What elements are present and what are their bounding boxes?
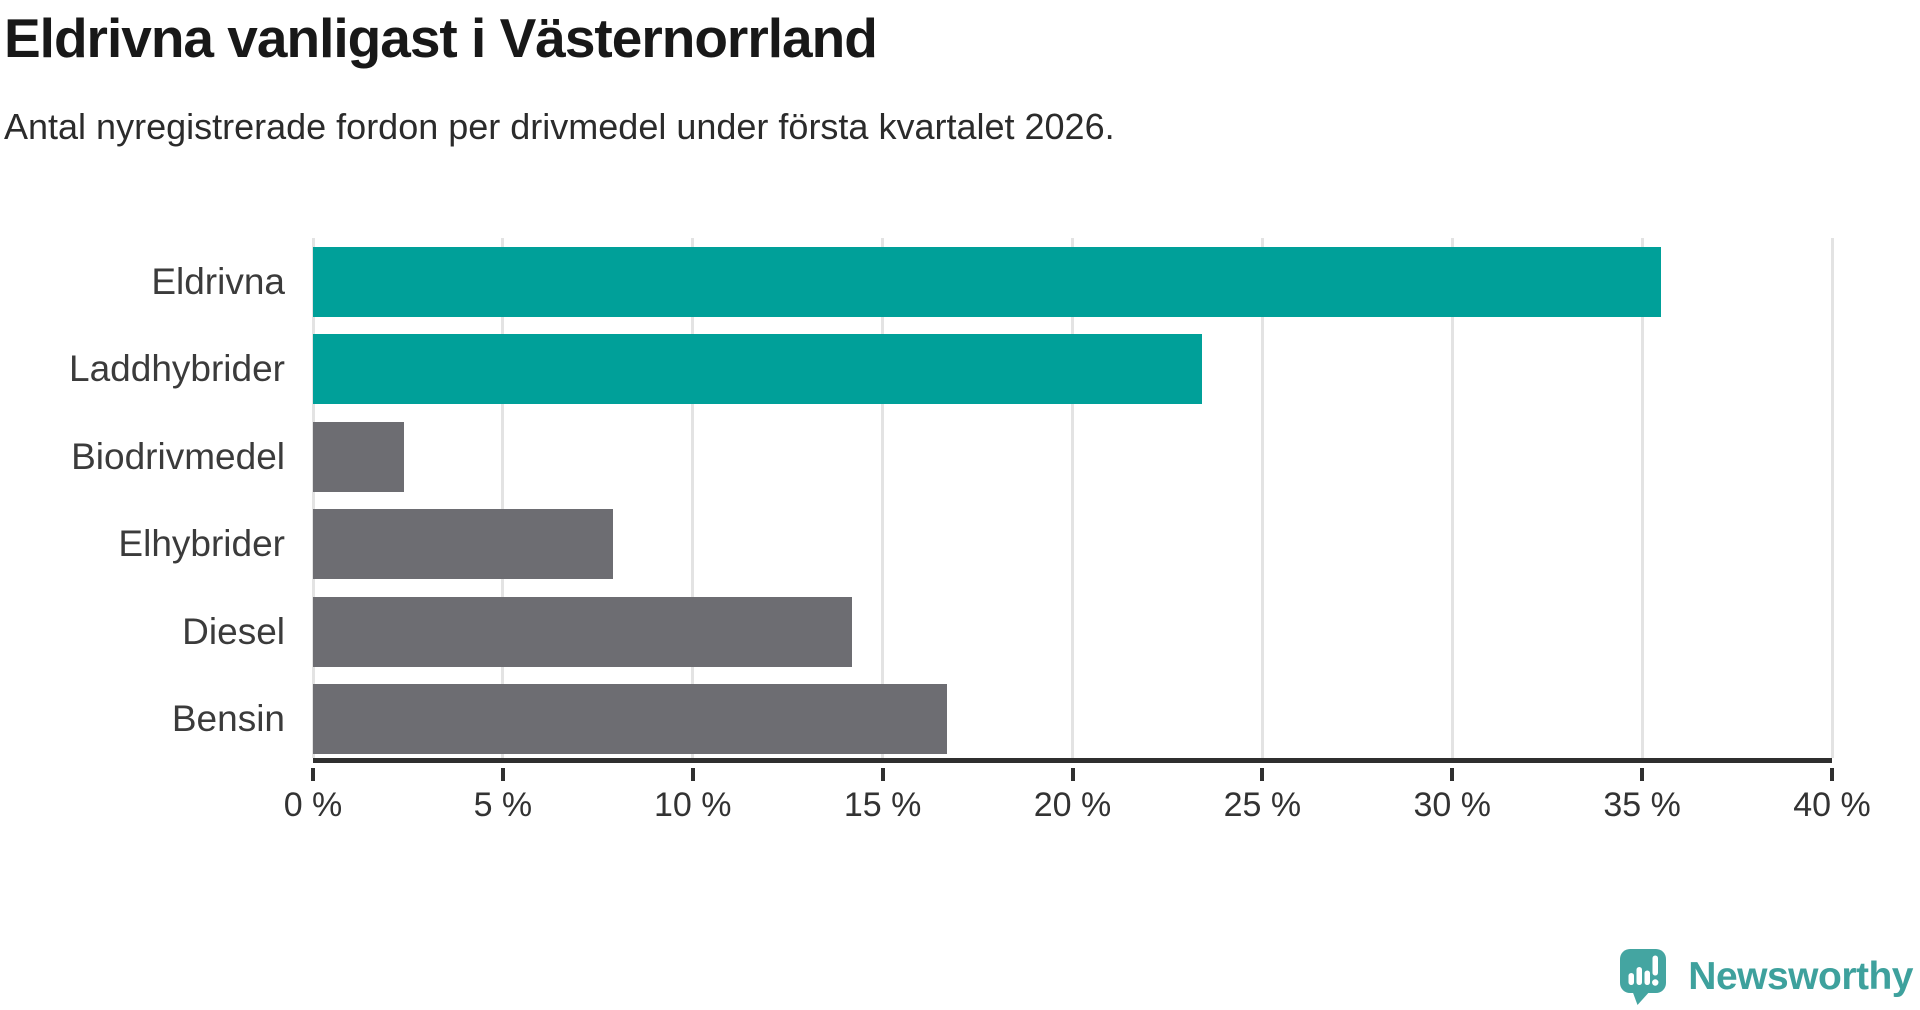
category-label: Diesel [182, 610, 285, 652]
x-axis-tick [1450, 768, 1455, 781]
x-axis-tick [500, 768, 505, 781]
bar [313, 596, 853, 667]
gridline [1830, 238, 1834, 758]
x-axis-tick-label: 30 % [1413, 786, 1492, 824]
x-axis-tick-label: 25 % [1223, 786, 1302, 824]
gridline [1450, 238, 1454, 758]
x-axis-tick [1830, 768, 1834, 781]
x-axis-tick [880, 768, 885, 781]
bar [313, 246, 1662, 317]
newsworthy-logo-icon [1620, 949, 1667, 1005]
x-axis-tick-label: 5 % [473, 786, 533, 824]
x-axis-tick-label: 40 % [1793, 786, 1871, 824]
gridline [691, 238, 695, 758]
plot-area [311, 238, 1834, 763]
x-axis-tick-label: 0 % [283, 786, 343, 824]
gridline [1640, 238, 1644, 758]
page-subtitle: Antal nyregistrerade fordon per drivmede… [4, 106, 1115, 147]
gridline [501, 238, 505, 758]
category-label: Bensin [171, 698, 285, 740]
page-title: Eldrivna vanligast i Västernorrland [4, 7, 878, 69]
bar [313, 509, 613, 580]
brand-footer: Newsworthy [1619, 946, 1913, 1008]
gridline [1071, 238, 1074, 758]
category-label: Biodrivmedel [71, 435, 285, 477]
x-axis-tick-label: 10 % [654, 786, 732, 824]
category-label: Laddhybrider [69, 348, 285, 390]
x-axis-tick [1640, 768, 1645, 781]
x-axis-tick [1070, 768, 1075, 781]
category-label: Eldrivna [151, 260, 285, 302]
x-axis-tick-label: 20 % [1033, 786, 1112, 824]
category-label: Elhybrider [118, 523, 285, 565]
x-axis-tick [690, 768, 695, 781]
gridline [1260, 238, 1264, 758]
gridline [881, 238, 885, 758]
gridline [311, 238, 315, 758]
brand-name: Newsworthy [1688, 955, 1913, 998]
x-axis-tick-label: 35 % [1603, 786, 1681, 824]
x-axis-tick [311, 768, 315, 781]
bar [313, 684, 948, 755]
x-axis-tick-label: 15 % [843, 786, 922, 824]
bar-chart: 0 % 5 % 10 % 15 % 20 % 25 % 30 % 35 % 40 % Eldriv… [69, 238, 1871, 824]
bar [313, 421, 405, 492]
x-axis-tick [1260, 768, 1265, 781]
bar [313, 334, 1202, 405]
